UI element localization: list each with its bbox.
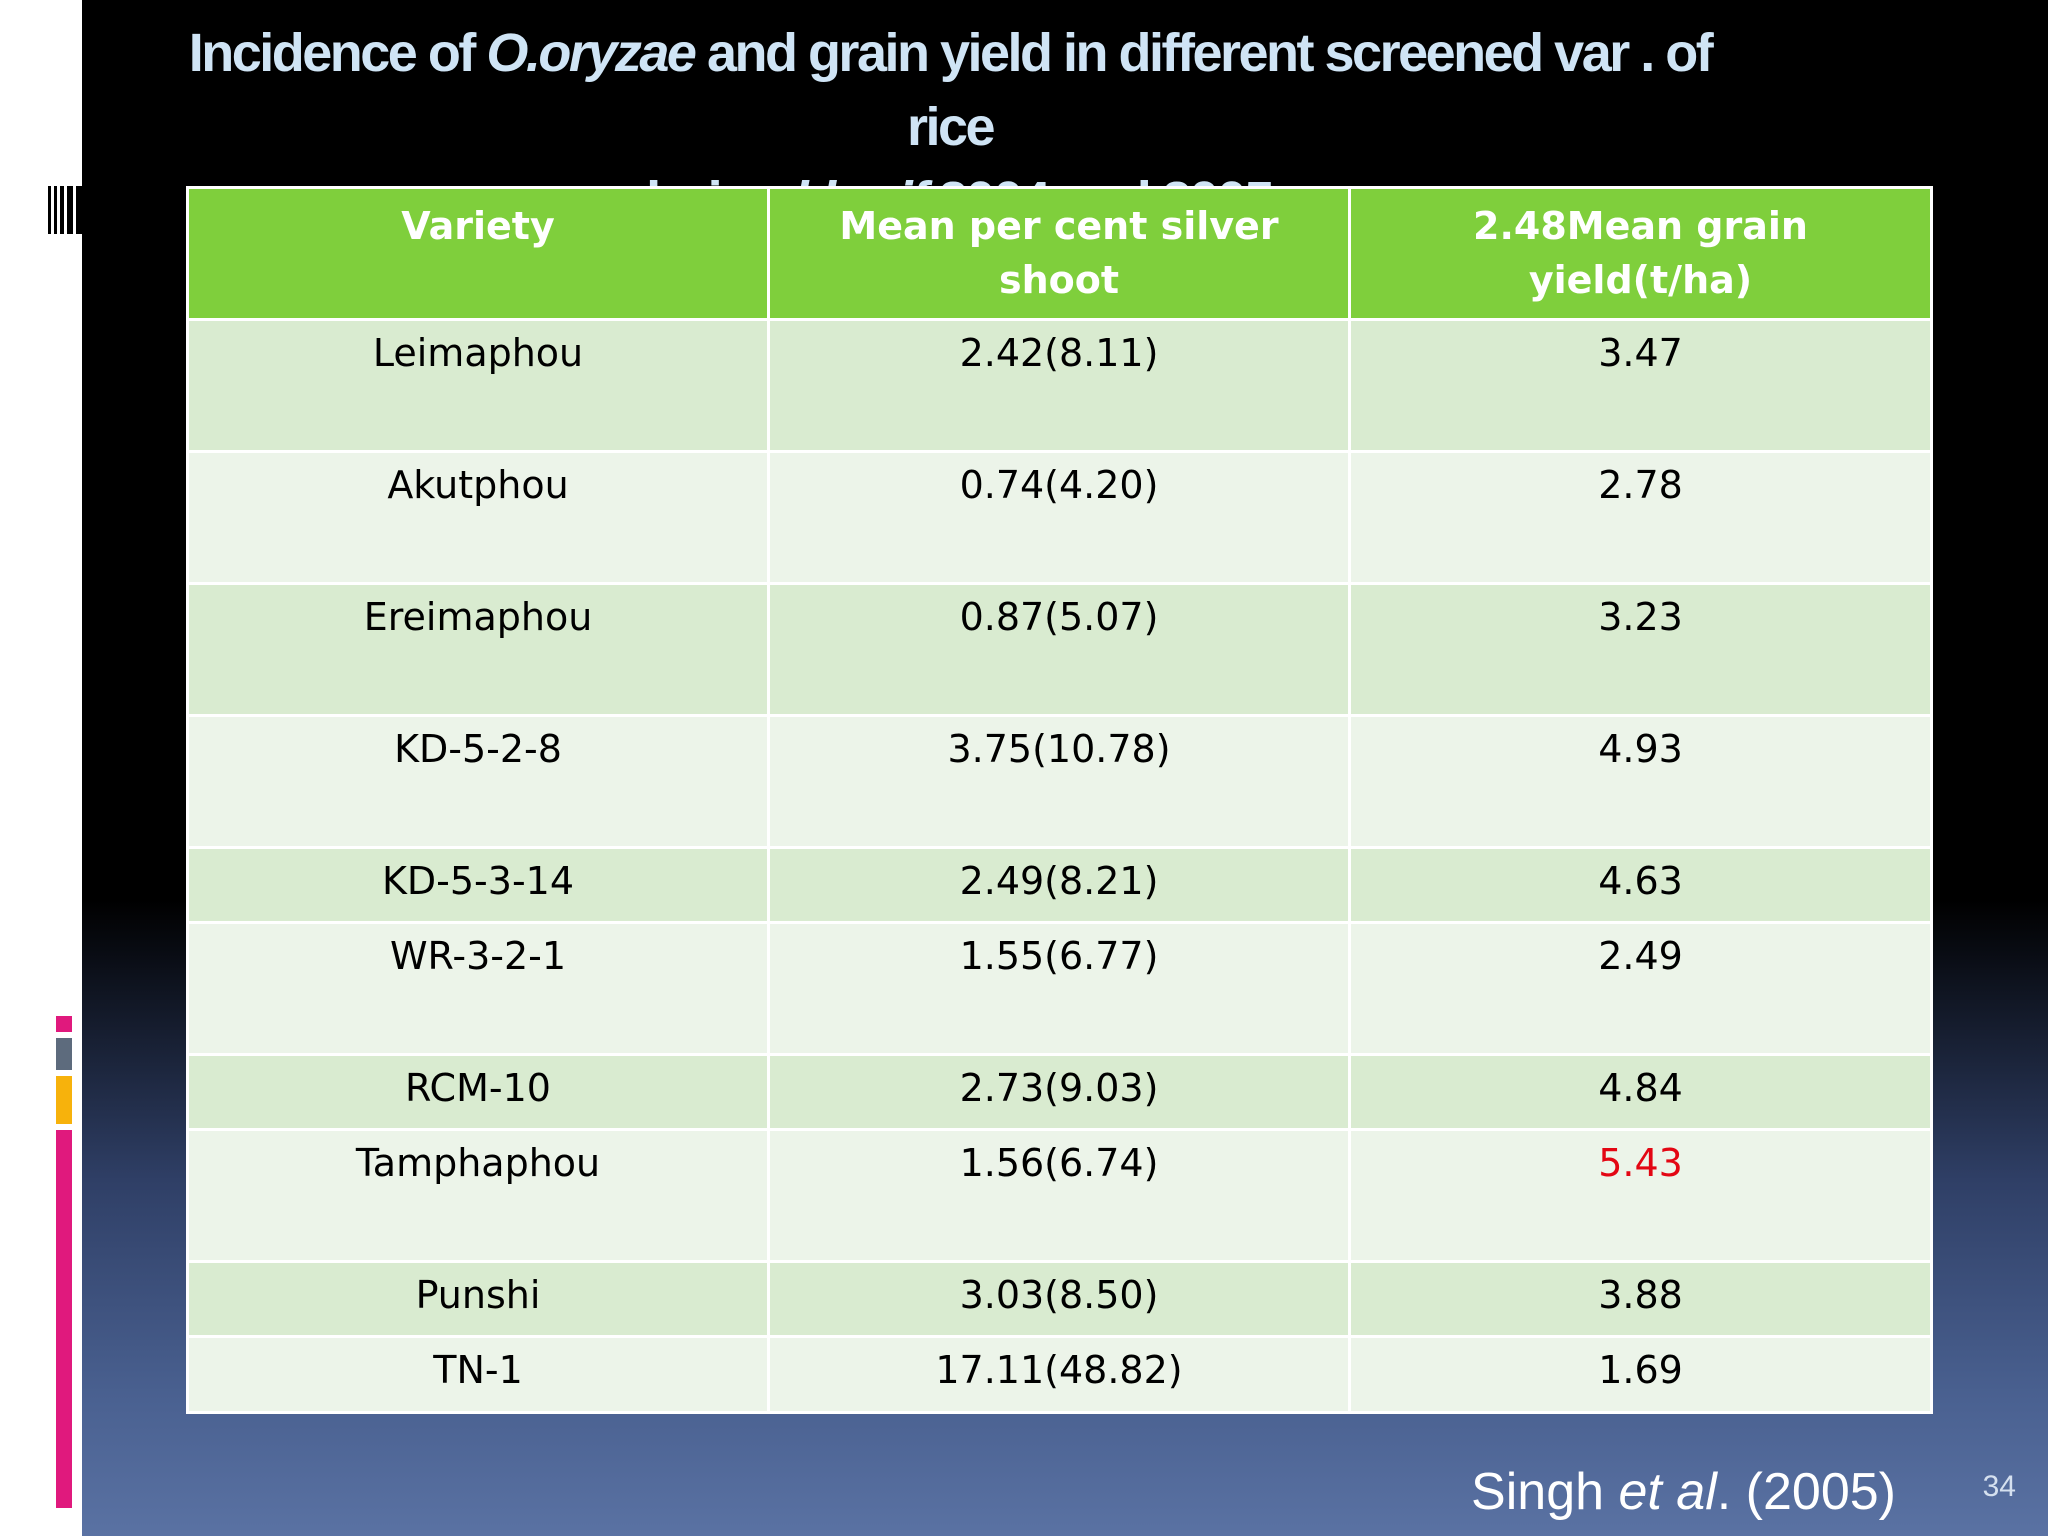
title-organism: O.oryzae xyxy=(486,23,697,83)
yield-cell: 3.23 xyxy=(1348,582,1933,717)
silver-shoot-cell: 0.87(5.07) xyxy=(767,582,1351,717)
silver-shoot-cell: 2.49(8.21) xyxy=(767,846,1351,924)
variety-cell: Tamphaphou xyxy=(186,1128,770,1263)
citation-year: . (2005) xyxy=(1716,1463,1896,1521)
table-row: KD-5-3-14 2.49(8.21) 4.63 xyxy=(186,846,1933,924)
table-row: WR-3-2-1 1.55(6.77) 2.49 xyxy=(186,921,1933,1056)
yield-cell: 4.93 xyxy=(1348,714,1933,849)
yield-cell: 2.78 xyxy=(1348,450,1933,585)
accent-bar-gray xyxy=(56,1038,72,1070)
silver-shoot-cell: 3.03(8.50) xyxy=(767,1260,1351,1338)
yield-cell-highlight: 5.43 xyxy=(1348,1128,1933,1263)
silver-shoot-cell: 1.56(6.74) xyxy=(767,1128,1351,1263)
variety-cell: Leimaphou xyxy=(186,318,770,453)
silver-shoot-cell: 17.11(48.82) xyxy=(767,1335,1351,1414)
table-row: TN-1 17.11(48.82) 1.69 xyxy=(186,1335,1933,1414)
header-grain-yield: 2.48Mean grain yield(t/ha) xyxy=(1348,186,1933,321)
citation-author: Singh xyxy=(1471,1463,1619,1521)
variety-cell: Ereimaphou xyxy=(186,582,770,717)
table-row: Akutphou 0.74(4.20) 2.78 xyxy=(186,450,1933,585)
yield-cell: 2.49 xyxy=(1348,921,1933,1056)
table-row: Leimaphou 2.42(8.11) 3.47 xyxy=(186,318,1933,453)
accent-bar-pink xyxy=(56,1130,72,1508)
header-row: Variety Mean per cent silver shoot 2.48M… xyxy=(186,186,1933,321)
variety-cell: TN-1 xyxy=(186,1335,770,1414)
variety-cell: WR-3-2-1 xyxy=(186,921,770,1056)
yield-cell: 3.88 xyxy=(1348,1260,1933,1338)
header-variety: Variety xyxy=(186,186,770,321)
accent-bar-orange xyxy=(56,1076,72,1124)
title-line-1: Incidence of O.oryzae and grain yield in… xyxy=(150,16,1750,164)
silver-shoot-cell: 3.75(10.78) xyxy=(767,714,1351,849)
citation-etal: et al xyxy=(1618,1463,1717,1521)
yield-cell: 4.84 xyxy=(1348,1053,1933,1131)
yield-cell: 1.69 xyxy=(1348,1335,1933,1414)
title-text: and grain yield in different screened va… xyxy=(694,23,1714,157)
table-row: Tamphaphou 1.56(6.74) 5.43 xyxy=(186,1128,1933,1263)
silver-shoot-cell: 2.42(8.11) xyxy=(767,318,1351,453)
page-number: 34 xyxy=(1982,1470,2016,1503)
variety-cell: KD-5-3-14 xyxy=(186,846,770,924)
table-row: KD-5-2-8 3.75(10.78) 4.93 xyxy=(186,714,1933,849)
table-row: Punshi 3.03(8.50) 3.88 xyxy=(186,1260,1933,1338)
variety-cell: Punshi xyxy=(186,1260,770,1338)
accent-bar-pink-top xyxy=(56,1016,72,1032)
left-margin xyxy=(0,0,82,1536)
yield-cell: 4.63 xyxy=(1348,846,1933,924)
header-silver-shoot: Mean per cent silver shoot xyxy=(767,186,1351,321)
silver-shoot-cell: 0.74(4.20) xyxy=(767,450,1351,585)
yield-cell: 3.47 xyxy=(1348,318,1933,453)
variety-cell: Akutphou xyxy=(186,450,770,585)
title-text: Incidence of xyxy=(188,23,487,83)
data-table: Variety Mean per cent silver shoot 2.48M… xyxy=(186,186,1933,1414)
silver-shoot-cell: 2.73(9.03) xyxy=(767,1053,1351,1131)
silver-shoot-cell: 1.55(6.77) xyxy=(767,921,1351,1056)
table-row: Ereimaphou 0.87(5.07) 3.23 xyxy=(186,582,1933,717)
variety-cell: KD-5-2-8 xyxy=(186,714,770,849)
table-row: RCM-10 2.73(9.03) 4.84 xyxy=(186,1053,1933,1131)
variety-cell: RCM-10 xyxy=(186,1053,770,1131)
citation: Singh et al. (2005) xyxy=(1471,1462,1896,1522)
